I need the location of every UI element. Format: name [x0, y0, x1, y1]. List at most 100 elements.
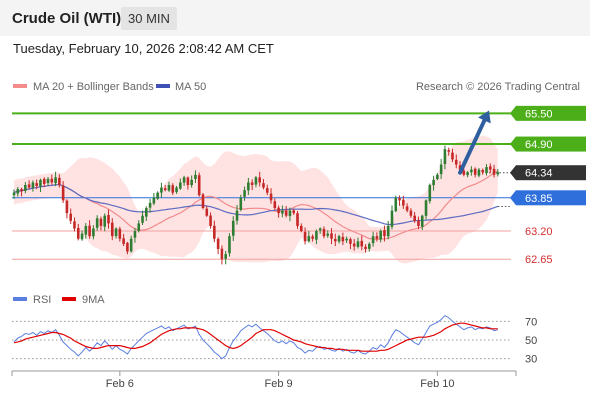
legend-label-rsi-ma: 9MA [82, 294, 105, 306]
legend-label-ma50: MA 50 [175, 81, 206, 93]
candle-body [318, 228, 322, 231]
candle-body [50, 178, 54, 183]
candle-body [137, 223, 141, 231]
candle-body [413, 215, 416, 221]
candle-body [205, 208, 209, 216]
candle-body [394, 197, 398, 212]
candle-body [179, 182, 182, 189]
candle-body [360, 240, 364, 247]
candle-body [262, 183, 265, 188]
candle-body [99, 218, 103, 226]
candle-body [12, 192, 16, 196]
candle-body [231, 220, 235, 236]
candle-body [485, 167, 488, 174]
candle-body [462, 170, 466, 175]
candle-body [35, 183, 38, 187]
candle-body [492, 168, 496, 175]
candle-body [201, 194, 205, 209]
candle-body [334, 238, 337, 242]
candle-body [167, 185, 171, 191]
candle-body [209, 215, 212, 226]
candle-body [118, 228, 122, 239]
candle-body [160, 187, 163, 193]
candle-body [247, 182, 250, 191]
candle-body [148, 202, 152, 208]
candle-body [182, 177, 186, 183]
candle-body [258, 177, 261, 183]
support-label-62.65: 62.65 [525, 254, 553, 266]
rsi-tick-30: 30 [525, 354, 537, 366]
resistance-badge-64.90 [516, 136, 586, 152]
candle-body [352, 243, 356, 247]
candle-body [277, 207, 280, 214]
candle-body [250, 182, 254, 185]
candle-body [296, 213, 299, 226]
candle-body [27, 184, 31, 188]
candle-body [39, 179, 42, 187]
candle-body [107, 214, 110, 224]
candle-body [194, 174, 197, 180]
candle-body [95, 218, 99, 228]
candle-body [341, 236, 345, 242]
legend-label-ma20: MA 20 + Bollinger Bands [33, 81, 154, 93]
candle-body [383, 230, 386, 237]
candle-body [311, 236, 314, 239]
candle-body [299, 225, 303, 232]
candle-body [190, 179, 193, 186]
last-price-label: 64.34 [525, 168, 553, 180]
candle-body [186, 177, 190, 185]
candle-body [477, 169, 481, 176]
pivot-badge [516, 190, 586, 206]
candle-body [269, 193, 273, 201]
candle-body [73, 221, 76, 229]
timeframe-button[interactable]: 30 MIN [121, 7, 177, 30]
candle-body [220, 248, 224, 260]
rsi-panel: 70 50 30 [12, 315, 537, 366]
candle-body [61, 185, 65, 201]
support-label-63.20: 63.20 [525, 226, 553, 238]
pivot-label: 63.85 [525, 193, 553, 205]
legend-swatch-ma50 [156, 84, 170, 88]
candle-body [454, 159, 458, 165]
candle-body [216, 238, 220, 249]
candle-body [92, 228, 95, 237]
candle-body [31, 182, 35, 188]
candle-body [228, 236, 231, 254]
candle-body [175, 187, 178, 193]
rsi-tick-70: 70 [525, 316, 537, 328]
candle-body [303, 231, 307, 242]
rsi-ma-line [13, 322, 498, 352]
candle-body [458, 165, 462, 170]
candle-body [156, 192, 159, 199]
candle-body [337, 236, 341, 242]
candle-body [254, 177, 258, 185]
candle-body [76, 227, 80, 239]
candle-body [273, 201, 277, 209]
candle-body [466, 172, 469, 176]
candle-body [84, 225, 88, 235]
candle-body [235, 210, 239, 221]
candle-body [428, 185, 432, 202]
candle-body [345, 238, 348, 241]
instrument-title: Crude Oil (WTI) [12, 10, 122, 27]
header-bar: Crude Oil (WTI) 30 MIN [0, 0, 590, 36]
candle-body [390, 210, 394, 227]
candle-body [451, 152, 454, 160]
moving-averages [13, 170, 511, 241]
candle-body [103, 215, 107, 227]
candle-body [447, 150, 450, 152]
candle-body [330, 233, 333, 239]
candle-body [481, 169, 485, 173]
candle-body [364, 246, 367, 249]
candle-body [20, 189, 23, 192]
bollinger-band [14, 135, 498, 264]
candle-body [488, 166, 492, 170]
pivot-badge-pointer [510, 190, 516, 206]
legend-label-rsi: RSI [33, 294, 51, 306]
candle-body [326, 233, 330, 236]
research-credit: Research © 2026 Trading Central [416, 81, 580, 93]
candle-body [315, 231, 318, 240]
candlesticks [12, 145, 500, 265]
candle-body [379, 231, 382, 240]
